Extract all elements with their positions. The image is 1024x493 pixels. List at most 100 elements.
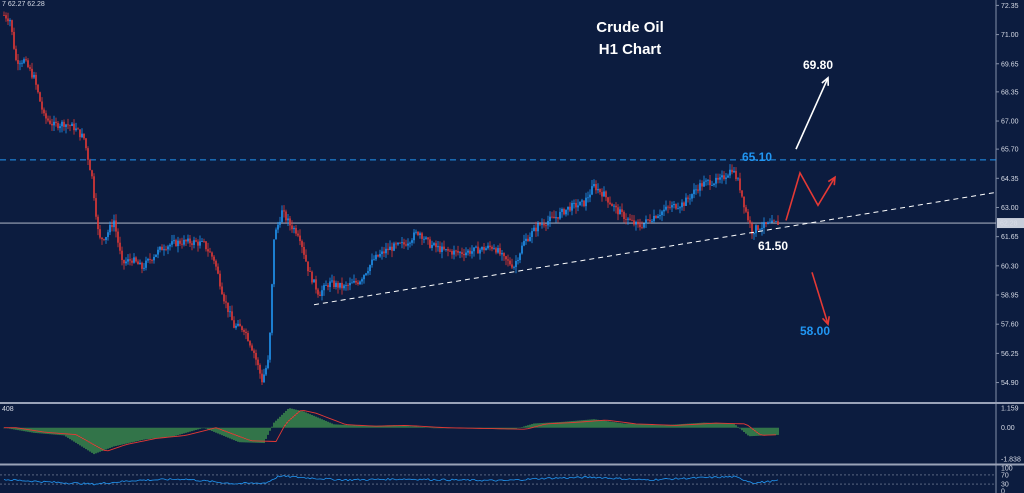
macd-bar [575,420,577,428]
macd-bar [233,427,235,441]
candle-body [377,254,379,257]
candle-body [69,125,71,127]
candle-body [603,191,605,197]
candle-body [133,257,135,263]
candle-body [727,175,729,178]
macd-bar [127,427,129,444]
macd-bar [135,427,137,442]
candle-body [615,205,617,208]
candle-body [297,233,299,236]
candle-body [63,121,65,127]
macd-bar [387,425,389,428]
price-tick-label: 71.00 [1001,32,1019,39]
macd-bar [557,422,559,428]
candle-body [591,186,593,195]
candle-body [329,281,331,288]
candle-body [539,223,541,225]
candle-body [579,201,581,206]
candle-body [335,282,337,288]
macd-bar [245,427,247,443]
candle-body [131,260,133,263]
candle-body [331,280,333,282]
macd-bar [591,419,593,428]
candle-body [165,249,167,251]
macd-bar [661,425,663,428]
price-tick-label: 60.30 [1001,263,1019,270]
candle-body [199,241,201,246]
candle-body [417,231,419,235]
macd-bar [405,425,407,428]
candle-body [751,223,753,235]
candle-body [87,148,89,160]
candle-body [183,239,185,245]
candle-body [437,246,439,248]
macd-bar [359,425,361,428]
macd-bar [747,427,749,436]
macd-bar [585,419,587,428]
candle-body [699,183,701,191]
macd-bar [95,427,97,454]
candle-body [771,220,773,223]
candle-body [323,285,325,291]
macd-bar [603,420,605,428]
macd-bar [441,427,443,429]
macd-bar [271,426,273,428]
candle-body [405,244,407,246]
macd-bar [699,422,701,428]
macd-bar [279,416,281,428]
chart-title-block: Crude Oil H1 Chart [560,17,700,61]
candle-body [99,229,101,238]
macd-bar [269,427,271,431]
macd-bar [745,427,747,434]
candle-body [777,221,779,225]
macd-bar [715,422,717,428]
macd-bar [417,426,419,428]
candle-body [349,282,351,286]
macd-bar [115,427,117,446]
candle-body [645,219,647,224]
candle-body [245,331,247,334]
candle-body [5,15,7,19]
macd-bar [117,427,119,446]
candle-body [157,249,159,255]
target-up-label: 69.80 [803,57,834,72]
candle-body [529,236,531,242]
candle-body [261,373,263,383]
macd-bar [181,427,183,434]
macd-bar [293,409,295,428]
macd-bar [679,424,681,428]
candle-body [575,202,577,208]
candle-body [15,48,17,61]
macd-bar [295,409,297,428]
macd-bar [333,424,335,428]
candle-body [211,252,213,257]
macd-bar [301,411,303,428]
candle-body [687,197,689,199]
candle-body [385,248,387,254]
candle-body [339,282,341,288]
macd-bar [277,418,279,428]
candle-body [151,259,153,261]
macd-bar [211,427,213,432]
macd-bar [121,427,123,445]
macd-bar [345,425,347,428]
macd-bar [219,427,221,435]
macd-bar [729,423,731,428]
candle-body [215,260,217,267]
candle-body [547,221,549,226]
candle-body [33,74,35,78]
candle-body [309,271,311,273]
macd-bar [267,427,269,435]
candle-body [491,246,493,249]
macd-bar [265,427,267,439]
macd-bar [221,427,223,436]
up-arrow-line [795,77,829,150]
candle-body [241,326,243,331]
candle-body [195,240,197,242]
candle-body [671,205,673,208]
macd-bar [147,427,149,440]
candle-body [337,282,339,288]
macd-bar [537,423,539,428]
macd-bar [587,419,589,428]
candle-body [691,194,693,199]
